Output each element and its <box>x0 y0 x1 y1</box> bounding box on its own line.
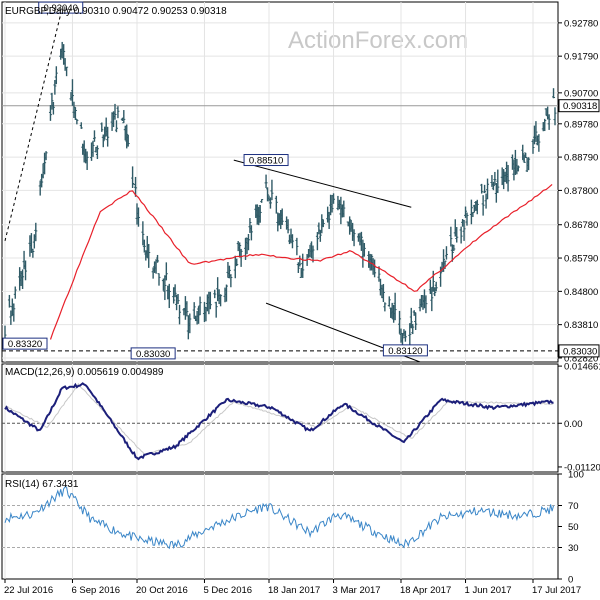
annotation-box-4 <box>382 344 428 357</box>
current-price-marker-box <box>558 99 600 113</box>
price-title: EURGBP,Daily 0.90310 0.90472 0.90253 0.9… <box>5 6 227 17</box>
x-tick-label-6: 18 Apr 2017 <box>400 585 451 596</box>
macd-panel <box>2 382 558 461</box>
rsi-tick-label-3: 30 <box>568 543 579 554</box>
x-tick-label-1: 6 Sep 2016 <box>71 585 120 596</box>
macd-tick-label-2: -0.011202 <box>564 462 600 473</box>
price-tick-label-5: 0.87800 <box>564 186 598 197</box>
annotation-label-3: 0.83030 <box>136 349 170 360</box>
macd-line <box>4 382 554 461</box>
price-tick-label-2: 0.90700 <box>564 88 598 99</box>
rsi-tick-label-1: 70 <box>568 501 579 512</box>
axes: 0.92780 0.91790 0.90700 0.89780 0.88790 0.878… <box>4 18 600 596</box>
panel-frames <box>1 1 559 580</box>
annotation-box-2 <box>2 337 48 350</box>
trendline-channel-top <box>233 159 412 208</box>
x-tick-label-4: 18 Jan 2017 <box>268 585 320 596</box>
x-tick-label-3: 5 Dec 2016 <box>203 585 252 596</box>
annotation-label-2: 0.83320 <box>8 339 42 350</box>
annotation-box-3 <box>130 347 176 360</box>
macd-frame <box>1 363 559 473</box>
macd-title: MACD(12,26,9) 0.005619 0.004989 <box>5 367 164 378</box>
rsi-title: RSI(14) 67.3431 <box>5 479 79 490</box>
moving-average-line <box>49 183 553 340</box>
watermark: ActionForex.com <box>288 27 468 54</box>
support-level-marker-box <box>558 344 600 358</box>
macd-tick-label-1: 0.00 <box>564 419 583 430</box>
x-tick-label-0: 22 Jul 2016 <box>4 585 53 596</box>
annotation-box-1 <box>243 154 289 167</box>
price-tick-label-9: 0.83810 <box>564 320 598 331</box>
price-tick-label-1: 0.91790 <box>564 52 598 63</box>
current-price-marker-label: 0.90318 <box>563 101 597 112</box>
rsi-panel <box>2 486 558 550</box>
rsi-tick-label-4: 0 <box>568 575 573 586</box>
price-tick-label-0: 0.92780 <box>564 18 598 29</box>
macd-tick-label-0: 0.014661 <box>564 362 600 373</box>
x-tick-label-8: 17 Jul 2017 <box>532 585 581 596</box>
rsi-tick-label-2: 50 <box>568 522 579 533</box>
x-tick-label-2: 20 Oct 2016 <box>136 585 188 596</box>
price-tick-label-10: 0.82820 <box>564 353 598 364</box>
price-tick-label-7: 0.85790 <box>564 254 598 265</box>
price-tick-label-6: 0.86780 <box>564 220 598 231</box>
rsi-tick-label-0: 100 <box>568 470 584 481</box>
trendline-uptrend <box>4 13 62 241</box>
annotation-label-4: 0.83120 <box>388 346 422 357</box>
annotation-label-0: 0.93040 <box>44 3 78 14</box>
grid-lines <box>2 2 558 579</box>
price-tick-label-3: 0.89780 <box>564 119 598 130</box>
rsi-line <box>4 486 554 550</box>
annotation-label-1: 0.88510 <box>249 156 283 167</box>
x-tick-label-5: 3 Mar 2017 <box>333 585 381 596</box>
support-level-marker-label: 0.83030 <box>563 346 597 357</box>
macd-signal-line <box>4 382 554 456</box>
price-tick-label-8: 0.84800 <box>564 287 598 298</box>
x-tick-label-7: 1 Jun 2017 <box>465 585 512 596</box>
price-tick-label-4: 0.88790 <box>564 153 598 164</box>
price-panel: 0.93040 0.88510 0.83320 0.83030 0.83120 <box>2 1 558 363</box>
price-frame <box>1 1 559 363</box>
annotation-box-0 <box>38 1 84 14</box>
rsi-frame <box>1 473 559 580</box>
